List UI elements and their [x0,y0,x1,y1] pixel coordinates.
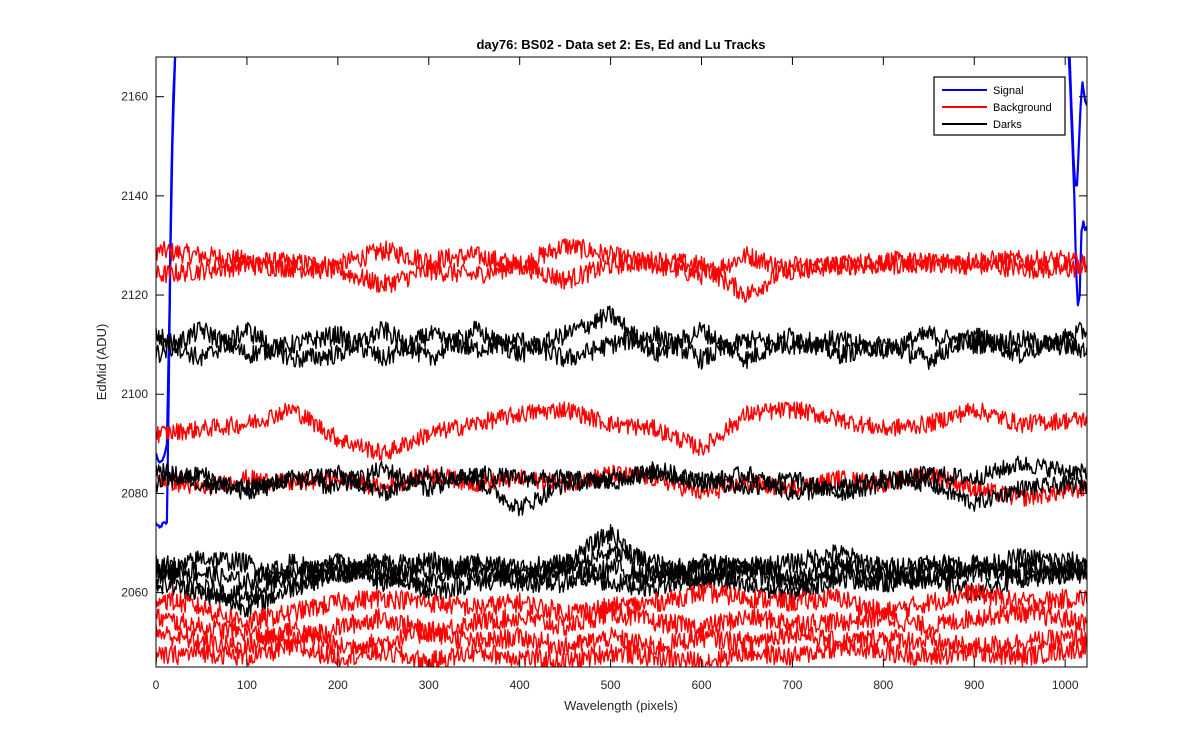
y-tick-label: 2080 [121,486,148,500]
x-tick-label: 300 [419,678,439,692]
series-background-line-8 [156,401,1087,461]
y-tick-label: 2100 [121,387,148,401]
x-tick-label: 800 [873,678,893,692]
series-signal-line-1 [156,57,177,464]
legend-signal-label: Signal [993,85,1024,97]
plot-frame [155,56,1088,668]
x-tick-label: 600 [691,678,711,692]
x-tick-label: 0 [153,678,160,692]
series-layer [156,57,1087,667]
x-tick-label: 200 [328,678,348,692]
series-darks-line-15 [156,558,1087,618]
series-darks-line-11 [156,460,1087,512]
x-tick-label: 1000 [1052,678,1079,692]
y-tick-label: 2140 [121,189,148,203]
x-tick-label: 700 [782,678,802,692]
legend-darks-label: Darks [993,119,1022,131]
legend-background-label: Background [993,102,1052,114]
series-background-line-19 [156,637,1087,667]
series-background-line-18 [156,618,1087,657]
series-darks-line-7 [156,305,1087,370]
x-tick-label: 500 [601,678,621,692]
series-background-line-16 [156,583,1087,630]
y-tick-label: 2160 [121,90,148,104]
series-darks-line-10 [156,455,1087,517]
x-axis-label: Wavelength (pixels) [564,698,678,713]
series-background-line-9 [156,464,1087,507]
y-axis-label: EdMid (ADU) [94,324,109,401]
tick-layer: 0 100 200 300 400 500 600 700 800 900 1000 2060 2080… [121,57,1087,692]
x-tick-label: 400 [510,678,530,692]
series-signal-line-3 [1068,57,1087,187]
chart-title: day76: BS02 - Data set 2: Es, Ed and Lu … [476,37,765,52]
y-tick-label: 2120 [121,288,148,302]
x-tick-label: 100 [237,678,257,692]
x-tick-label: 900 [964,678,984,692]
series-background-line-5 [156,249,1087,303]
series-darks-line-14 [156,553,1087,605]
series-darks-line-6 [156,321,1087,370]
y-tick-label: 2060 [121,586,148,600]
legend: Signal Background Darks [933,76,1066,136]
